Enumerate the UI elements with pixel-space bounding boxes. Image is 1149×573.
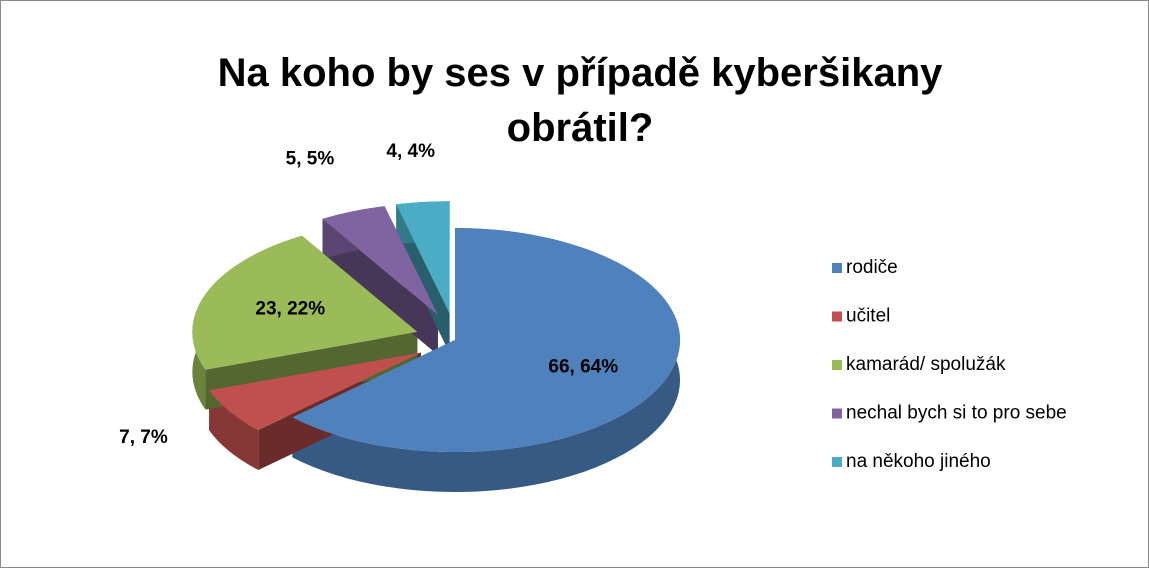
data-label: 4, 4%	[386, 141, 435, 162]
legend-label: kamarád/ spolužák	[846, 354, 1006, 375]
slice	[396, 201, 450, 314]
legend-swatch	[832, 408, 842, 419]
legend-swatch	[832, 457, 842, 467]
slice-tops	[192, 201, 680, 452]
data-label: 5, 5%	[286, 149, 335, 170]
slice-side	[292, 228, 680, 492]
legend-label: rodiče	[846, 257, 898, 278]
slice	[322, 206, 438, 316]
data-label: 23, 22%	[255, 298, 325, 319]
slice	[209, 352, 421, 431]
legend-label: nechal bych si to pro sebe	[846, 403, 1067, 424]
slice	[292, 228, 680, 452]
legend-swatch	[832, 311, 842, 322]
legend-swatch	[832, 360, 842, 370]
slice	[192, 235, 418, 370]
slice-edge	[322, 218, 438, 356]
data-label: 7, 7%	[119, 427, 168, 448]
data-label: 66, 64%	[548, 356, 618, 377]
chart-title: Na koho by ses v případě kyberšikany obrá…	[218, 51, 944, 150]
legend-label: na někoho jiného	[846, 451, 991, 472]
legend-swatch	[832, 263, 842, 273]
slice-side	[209, 390, 259, 471]
legend-label: učitel	[846, 306, 890, 327]
